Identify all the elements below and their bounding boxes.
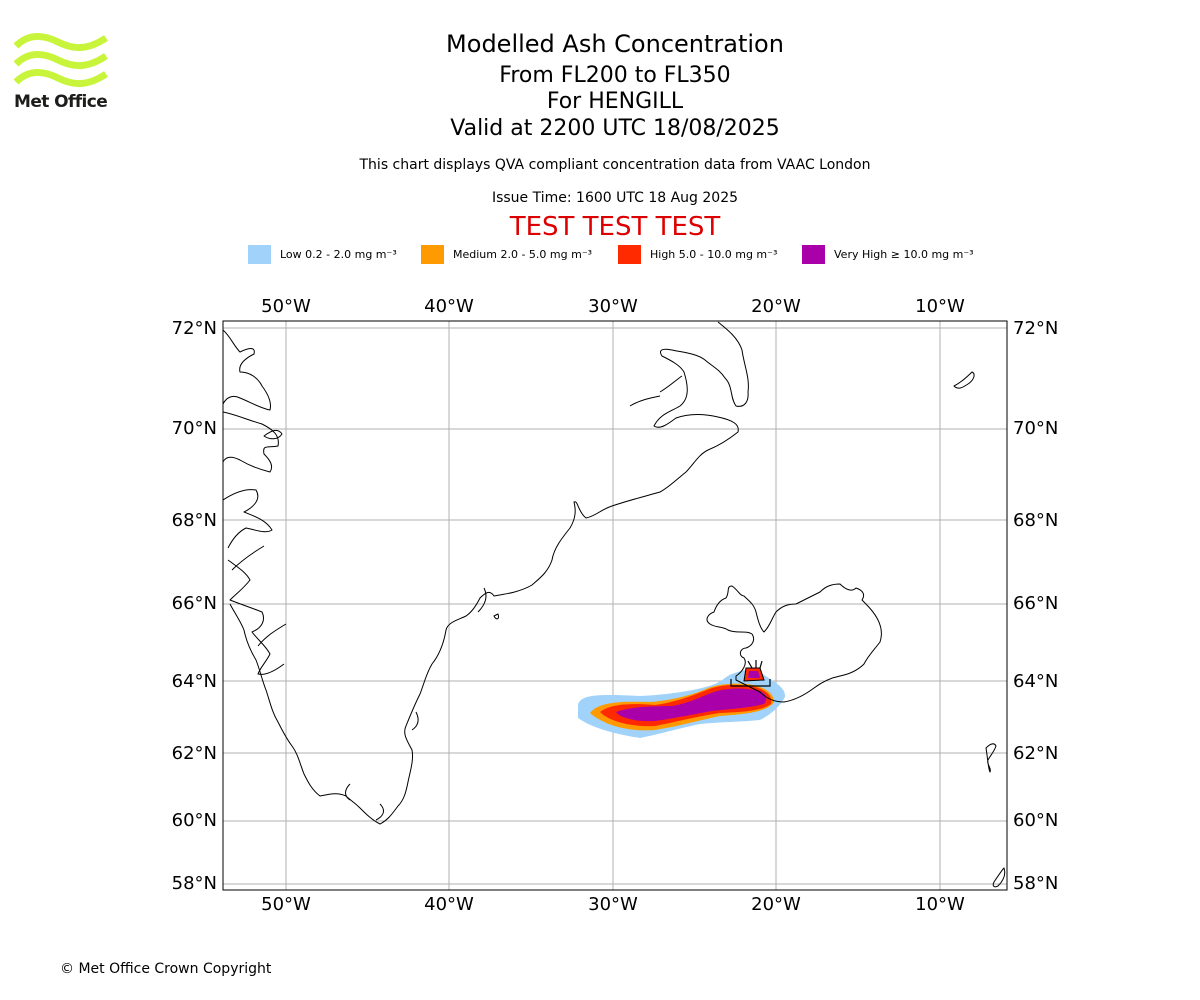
issue-time: Issue Time: 1600 UTC 18 Aug 2025 (491, 190, 739, 206)
greenland-inlet-2 (257, 623, 287, 647)
volcano-symbol (747, 660, 763, 669)
lon-label-top: 20°W (751, 296, 801, 317)
greenland-fjord-3 (477, 587, 487, 613)
greenland-coastline (229, 321, 749, 825)
test-banner: TEST TEST TEST (509, 212, 721, 242)
greenland-fjord-4 (493, 613, 499, 620)
greenland-fjord-5 (411, 711, 419, 731)
flight-level-range: From FL200 to FL350 (499, 63, 731, 88)
legend-item-high: High 5.0 - 10.0 mg m⁻³ (618, 244, 777, 264)
lat-label-right: 66°N (1013, 593, 1058, 614)
greenland-west-coastline-2 (223, 411, 279, 473)
lat-label-right: 58°N (1013, 873, 1058, 894)
legend-label-high: High 5.0 - 10.0 mg m⁻³ (650, 247, 778, 261)
lon-label-top: 10°W (915, 296, 965, 317)
copyright-notice: © Met Office Crown Copyright (60, 961, 272, 977)
lat-label-left: 66°N (172, 593, 217, 614)
legend-label-very-high: Very High ≥ 10.0 mg m⁻³ (834, 247, 974, 261)
lat-label-right: 72°N (1013, 318, 1058, 339)
greenland-fjord-6 (375, 803, 384, 821)
lat-label-left: 62°N (172, 743, 217, 764)
lat-label-right: 62°N (1013, 743, 1058, 764)
lat-label-right: 70°N (1013, 418, 1058, 439)
greenland-west-coastline-4 (227, 559, 285, 675)
lat-label-left: 60°N (172, 810, 217, 831)
lon-label-top: 40°W (424, 296, 474, 317)
ash-plume (578, 660, 786, 738)
logo-wordmark: Met Office (14, 92, 108, 112)
plume-very-high (616, 688, 767, 722)
greenland-fjord-1 (659, 375, 683, 393)
legend-swatch-very-high (802, 244, 825, 264)
jan-mayen-coastline (953, 371, 975, 389)
coastlines (223, 321, 1006, 888)
chart-title: Modelled Ash Concentration (446, 30, 784, 58)
lat-label-left: 72°N (172, 318, 217, 339)
iceland-coastline (706, 583, 882, 703)
source-note: This chart displays QVA compliant concen… (359, 157, 871, 173)
lon-label-bottom: 20°W (751, 894, 801, 915)
lat-label-left: 58°N (172, 873, 217, 894)
lat-label-right: 64°N (1013, 671, 1058, 692)
faroe-islands-coastline (985, 743, 997, 773)
lat-label-left: 68°N (172, 510, 217, 531)
volcano-name: For HENGILL (546, 89, 684, 114)
greenland-inlet-3 (263, 429, 283, 440)
lon-label-top: 30°W (588, 296, 638, 317)
legend-swatch-medium (421, 244, 444, 264)
greenland-west-coastline (223, 329, 271, 411)
lon-label-bottom: 10°W (915, 894, 965, 915)
legend-swatch-low (248, 244, 271, 264)
lon-label-bottom: 50°W (261, 894, 311, 915)
lat-label-right: 60°N (1013, 810, 1058, 831)
gridlines (223, 321, 1007, 890)
lat-label-right: 68°N (1013, 510, 1058, 531)
greenland-west-coastline-3 (223, 489, 273, 549)
plume-source-core (748, 671, 760, 678)
greenland-fjord-7 (345, 783, 351, 801)
legend-item-very-high: Very High ≥ 10.0 mg m⁻³ (802, 244, 974, 264)
lon-label-top: 50°W (261, 296, 311, 317)
shetland-coastline (992, 867, 1006, 888)
lat-label-left: 70°N (172, 418, 217, 439)
greenland-fjord-2 (629, 395, 661, 407)
legend-item-medium: Medium 2.0 - 5.0 mg m⁻³ (421, 244, 592, 264)
lat-label-left: 64°N (172, 671, 217, 692)
map-frame (222, 320, 1008, 891)
volcano-marker (730, 679, 771, 687)
legend-item-low: Low 0.2 - 2.0 mg m⁻³ (248, 244, 397, 264)
lon-label-bottom: 40°W (424, 894, 474, 915)
legend-label-medium: Medium 2.0 - 5.0 mg m⁻³ (453, 247, 593, 261)
legend-swatch-high (618, 244, 641, 264)
greenland-inlet-1 (231, 545, 265, 571)
lon-label-bottom: 30°W (588, 894, 638, 915)
valid-time: Valid at 2200 UTC 18/08/2025 (450, 116, 780, 141)
met-office-logo (14, 33, 108, 87)
legend-label-low: Low 0.2 - 2.0 mg m⁻³ (280, 247, 397, 261)
